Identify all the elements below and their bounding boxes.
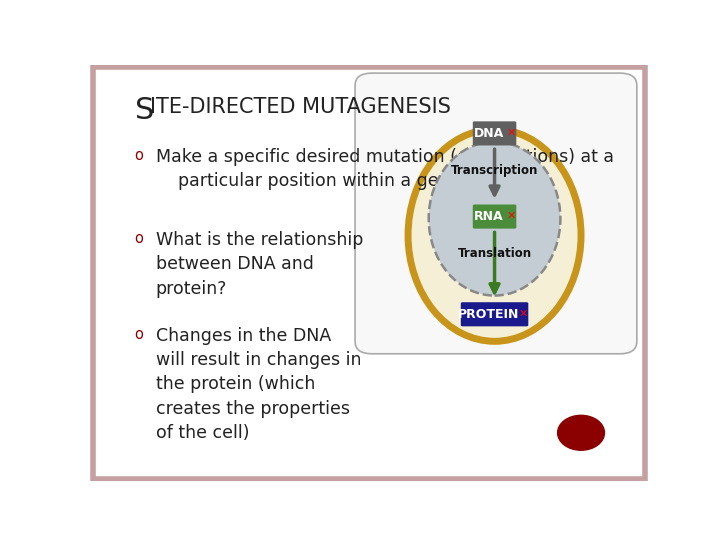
Text: ✕: ✕	[507, 127, 516, 138]
Text: ITE-DIRECTED MUTAGENESIS: ITE-DIRECTED MUTAGENESIS	[150, 97, 451, 117]
Circle shape	[557, 415, 605, 450]
Text: o: o	[135, 327, 143, 342]
Text: Changes in the DNA
will result in changes in
the protein (which
creates the prop: Changes in the DNA will result in change…	[156, 327, 361, 442]
FancyBboxPatch shape	[461, 302, 528, 326]
Text: Translation: Translation	[457, 247, 531, 260]
Text: DNA: DNA	[474, 127, 504, 140]
Text: What is the relationship
between DNA and
protein?: What is the relationship between DNA and…	[156, 231, 363, 298]
Text: Transcription: Transcription	[451, 164, 539, 177]
Text: ✕: ✕	[518, 308, 528, 319]
Text: Make a specific desired mutation (or mutations) at a
    particular position wit: Make a specific desired mutation (or mut…	[156, 148, 614, 190]
FancyBboxPatch shape	[355, 73, 637, 354]
Text: PROTEIN: PROTEIN	[459, 308, 520, 321]
Text: o: o	[135, 231, 143, 246]
Text: o: o	[135, 148, 143, 163]
Text: S: S	[135, 96, 154, 125]
Text: RNA: RNA	[474, 210, 504, 223]
Ellipse shape	[408, 129, 581, 341]
FancyBboxPatch shape	[473, 205, 516, 228]
Text: ✕: ✕	[507, 211, 516, 221]
Ellipse shape	[428, 141, 560, 295]
FancyBboxPatch shape	[473, 122, 516, 145]
